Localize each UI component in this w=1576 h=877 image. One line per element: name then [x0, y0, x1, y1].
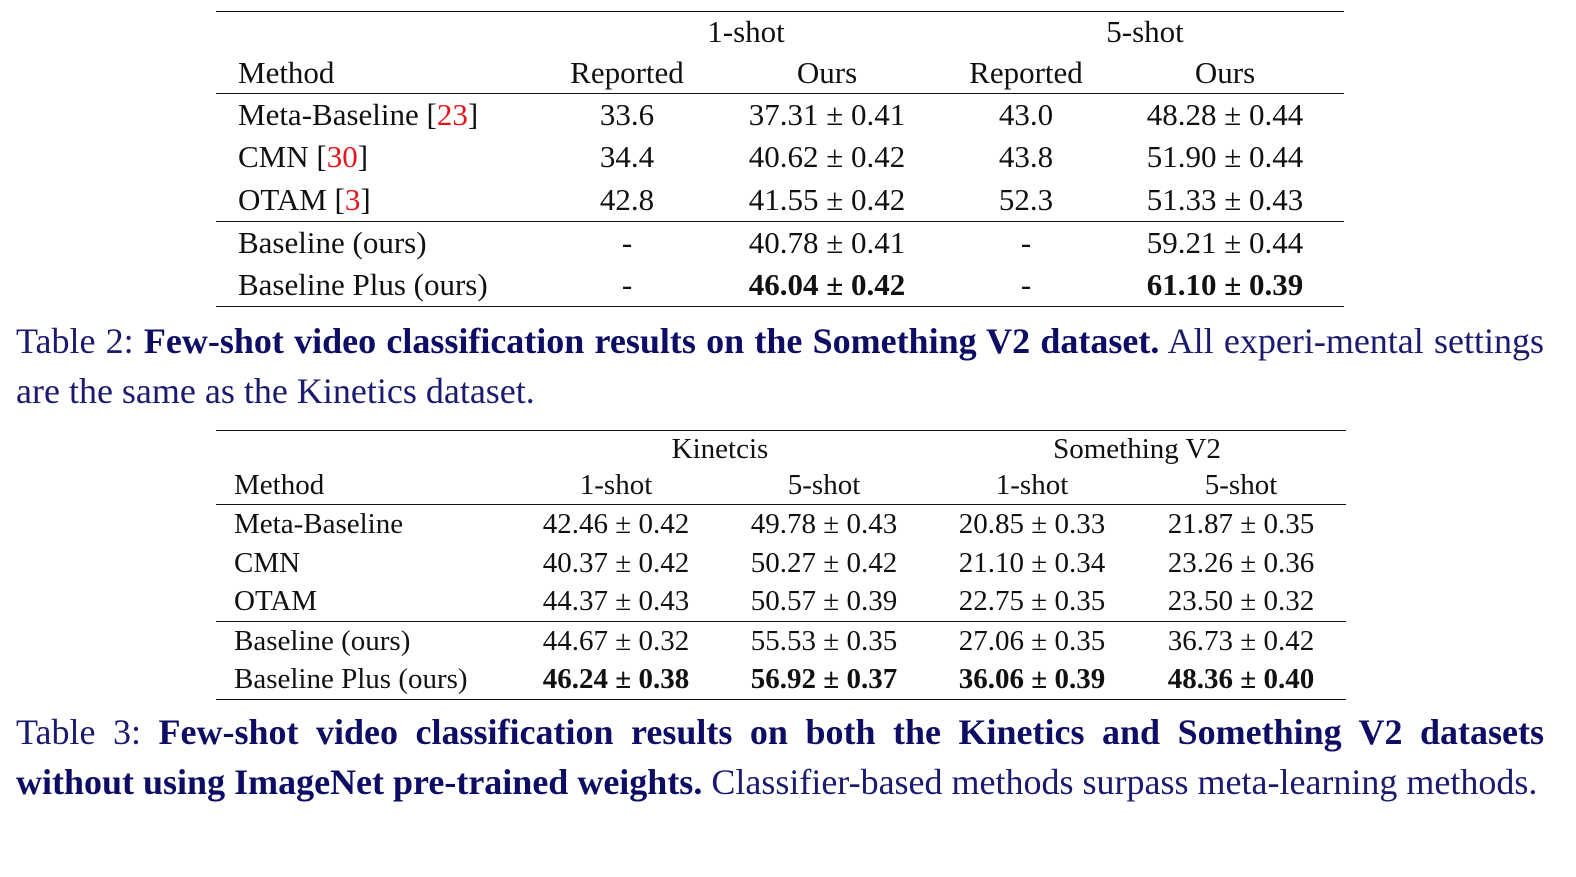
caption-text: Classifier-based methods surpass meta-le…	[702, 762, 1538, 802]
citation-link[interactable]: 3	[344, 181, 361, 217]
method-cell: CMN	[234, 546, 301, 579]
method-cell: Baseline Plus (ours)	[216, 660, 512, 700]
table-2: 1-shot 5-shot Method Reported Ours Repor…	[216, 11, 1344, 307]
table-header-group-row: 1-shot 5-shot	[216, 11, 1344, 53]
method-cell: Meta-Baseline [23]	[216, 93, 546, 136]
value-cell: 50.57 ± 0.39	[750, 585, 898, 618]
value-cell: 48.28 ± 0.44	[1106, 93, 1344, 136]
value-cell: 50.27 ± 0.42	[750, 546, 898, 579]
value-cell-best: 56.92 ± 0.37	[720, 660, 928, 700]
column-header: Ours	[1194, 54, 1256, 90]
value-cell-best: 36.06 ± 0.39	[928, 660, 1136, 700]
value-cell: 52.3	[998, 181, 1054, 217]
value-cell: 44.67 ± 0.32	[512, 621, 720, 661]
column-header: Method	[234, 469, 325, 502]
column-header: Method	[238, 54, 335, 90]
value-cell: 36.73 ± 0.42	[1136, 621, 1346, 661]
value-cell: 34.4	[599, 139, 655, 175]
value-cell: 21.87 ± 0.35	[1136, 504, 1346, 544]
value-cell: -	[946, 263, 1106, 307]
citation-link[interactable]: 23	[436, 97, 468, 132]
method-cell: OTAM	[234, 585, 318, 618]
column-header: Reported	[969, 54, 1083, 90]
value-cell: 21.10 ± 0.34	[958, 546, 1106, 579]
table-row: Baseline Plus (ours) 46.24 ± 0.38 56.92 …	[216, 660, 1346, 700]
value-cell: 20.85 ± 0.33	[928, 504, 1136, 544]
method-cell: Baseline (ours)	[216, 621, 512, 661]
caption-text: All experi-mental settings are the same …	[16, 321, 1545, 411]
table-3: Kinetcis Something V2 Method 1-shot 5-sh…	[216, 430, 1346, 700]
group-header: Something V2	[928, 430, 1346, 468]
value-cell: 41.55 ± 0.42	[748, 181, 906, 217]
value-cell: 33.6	[546, 93, 708, 136]
caption-label: Table 2:	[16, 321, 144, 361]
value-cell: 55.53 ± 0.35	[720, 621, 928, 661]
table-row: Meta-Baseline [23] 33.6 37.31 ± 0.41 43.…	[216, 93, 1344, 136]
value-cell: 42.46 ± 0.42	[512, 504, 720, 544]
method-cell: Meta-Baseline	[216, 504, 512, 544]
value-cell: 40.37 ± 0.42	[542, 546, 690, 579]
table-row: OTAM [3] 42.8 41.55 ± 0.42 52.3 51.33 ± …	[216, 179, 1344, 222]
column-header: 5-shot	[1204, 469, 1278, 502]
table-header-row: Method 1-shot 5-shot 1-shot 5-shot	[216, 468, 1346, 505]
group-header: 5-shot	[946, 11, 1344, 53]
value-cell-best: 48.36 ± 0.40	[1136, 660, 1346, 700]
table-row: Baseline (ours) - 40.78 ± 0.41 - 59.21 ±…	[216, 220, 1344, 264]
column-header: 1-shot	[995, 469, 1069, 502]
value-cell: 51.33 ± 0.43	[1146, 181, 1304, 217]
table-header-group-row: Kinetcis Something V2	[216, 430, 1346, 468]
caption-title: Few-shot video classification results on…	[143, 321, 1160, 361]
value-cell: 27.06 ± 0.35	[928, 621, 1136, 661]
value-cell: 40.78 ± 0.41	[708, 220, 946, 264]
value-cell: -	[546, 263, 708, 307]
group-header: Kinetcis	[512, 430, 928, 468]
table-2-caption: Table 2: Few-shot video classification r…	[16, 316, 1544, 416]
caption-label: Table 3:	[16, 712, 159, 752]
table-row: CMN 40.37 ± 0.42 50.27 ± 0.42 21.10 ± 0.…	[216, 544, 1346, 583]
value-cell: 59.21 ± 0.44	[1106, 220, 1344, 264]
table-row: Baseline (ours) 44.67 ± 0.32 55.53 ± 0.3…	[216, 621, 1346, 661]
value-cell-best: 46.04 ± 0.42	[708, 263, 946, 307]
value-cell: 23.50 ± 0.32	[1167, 585, 1315, 618]
group-header: 1-shot	[546, 11, 946, 53]
method-cell: Baseline Plus (ours)	[216, 263, 546, 307]
method-cell: CMN [30]	[238, 139, 369, 175]
caption-title: Few-shot video classification results on…	[16, 712, 1545, 802]
value-cell: 49.78 ± 0.43	[720, 504, 928, 544]
value-cell: 40.62 ± 0.42	[748, 139, 906, 175]
citation-link[interactable]: 30	[326, 139, 358, 175]
table-header-row: Method Reported Ours Reported Ours	[216, 53, 1344, 94]
value-cell-best: 61.10 ± 0.39	[1106, 263, 1344, 307]
method-cell: OTAM [3]	[238, 181, 371, 217]
table-row: CMN [30] 34.4 40.62 ± 0.42 43.8 51.90 ± …	[216, 136, 1344, 179]
column-header: Reported	[570, 54, 684, 90]
value-cell: 42.8	[599, 181, 655, 217]
value-cell: 43.0	[946, 93, 1106, 136]
method-cell: Baseline (ours)	[216, 220, 546, 264]
value-cell: 22.75 ± 0.35	[958, 585, 1106, 618]
value-cell: 51.90 ± 0.44	[1146, 139, 1304, 175]
column-header: 5-shot	[787, 469, 861, 502]
value-cell: 37.31 ± 0.41	[708, 93, 946, 136]
value-cell: 43.8	[998, 139, 1054, 175]
column-header: 1-shot	[579, 469, 653, 502]
value-cell: -	[946, 220, 1106, 264]
table-row: OTAM 44.37 ± 0.43 50.57 ± 0.39 22.75 ± 0…	[216, 583, 1346, 622]
column-header: Ours	[796, 54, 858, 90]
table-row: Baseline Plus (ours) - 46.04 ± 0.42 - 61…	[216, 263, 1344, 307]
value-cell-best: 46.24 ± 0.38	[512, 660, 720, 700]
value-cell: -	[546, 220, 708, 264]
value-cell: 44.37 ± 0.43	[542, 585, 690, 618]
value-cell: 23.26 ± 0.36	[1167, 546, 1315, 579]
table-3-caption: Table 3: Few-shot video classification r…	[16, 707, 1544, 807]
table-row: Meta-Baseline 42.46 ± 0.42 49.78 ± 0.43 …	[216, 504, 1346, 544]
